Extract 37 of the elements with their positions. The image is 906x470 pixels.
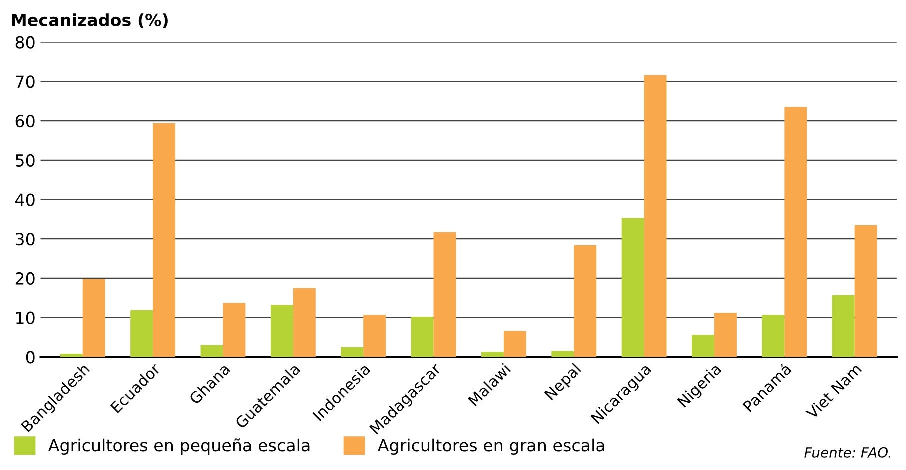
y-tick-label: 0: [26, 351, 35, 364]
bar: [60, 354, 83, 358]
bar: [481, 352, 504, 358]
bar: [153, 123, 176, 358]
bar: [854, 225, 878, 358]
source-note: Fuente: FAO.: [804, 447, 891, 458]
y-tick-label: 70: [16, 76, 35, 88]
y-tick-label: 40: [16, 194, 35, 206]
y-tick-label: 10: [16, 312, 35, 324]
y-tick-label: 20: [16, 272, 35, 286]
bar: [552, 351, 574, 358]
legend-label: Agricultores en gran escala: [378, 438, 604, 455]
bar: [762, 315, 785, 358]
y-tick-label: 50: [16, 154, 35, 167]
legend-label: Agricultores en pequeña escala: [48, 438, 310, 455]
bar: [130, 310, 154, 358]
bar: [504, 331, 526, 358]
bar: [341, 347, 364, 358]
y-tick-label: 80: [16, 36, 35, 49]
bar: [692, 335, 714, 358]
bar: [574, 245, 597, 358]
bar: [270, 305, 294, 358]
bar: [411, 317, 434, 358]
bar: [200, 345, 224, 358]
bar: [714, 313, 737, 358]
bar: [622, 218, 644, 358]
bar: [832, 295, 855, 358]
y-tick-label: 30: [16, 233, 35, 246]
bar: [223, 303, 246, 358]
bar: [293, 288, 316, 358]
bar: [434, 232, 456, 358]
y-tick-label: 60: [16, 114, 35, 128]
bar: [644, 75, 667, 358]
y-axis-title: Mecanizados (%): [12, 14, 168, 28]
bar: [784, 107, 808, 358]
bar: [82, 279, 106, 358]
bar: [364, 315, 386, 358]
